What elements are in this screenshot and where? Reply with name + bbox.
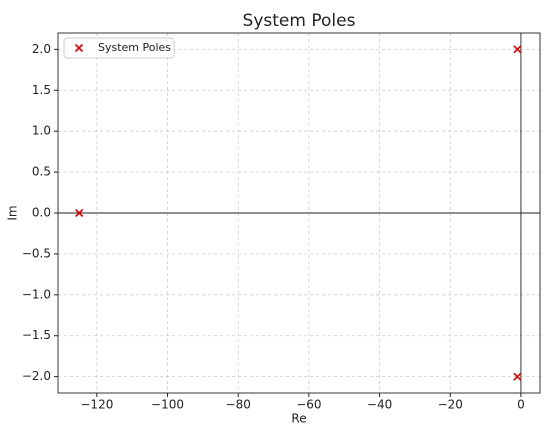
y-tick-label: 0.5 xyxy=(32,165,51,179)
y-tick-label: 2.0 xyxy=(32,42,51,56)
x-axis-label: Re xyxy=(291,412,306,426)
chart-title: System Poles xyxy=(243,11,356,31)
y-tick-label: 1.0 xyxy=(32,124,51,138)
x-tick-label: −60 xyxy=(296,398,321,412)
pole-marker xyxy=(513,45,522,54)
legend-box xyxy=(63,37,175,59)
x-tick-label: −20 xyxy=(438,398,463,412)
y-tick-label: 0.0 xyxy=(32,206,51,220)
y-tick-label: −0.5 xyxy=(22,246,51,260)
legend-label: System Poles xyxy=(98,41,171,54)
x-tick-label: −120 xyxy=(80,398,113,412)
x-tick-label: −40 xyxy=(367,398,392,412)
pole-marker xyxy=(75,208,84,218)
x-tick-label: 0 xyxy=(517,398,525,412)
y-axis-label: Im xyxy=(6,205,20,220)
x-tick-label: −80 xyxy=(226,398,251,412)
y-tick-label: −1.5 xyxy=(22,328,51,342)
y-tick-label: −1.0 xyxy=(22,287,51,301)
legend-marker xyxy=(74,43,84,53)
y-tick-label: 1.5 xyxy=(32,83,51,97)
pole-marker xyxy=(513,372,522,381)
plot-frame xyxy=(57,32,541,394)
x-tick-label: −100 xyxy=(151,398,184,412)
y-tick-label: −2.0 xyxy=(22,369,51,383)
